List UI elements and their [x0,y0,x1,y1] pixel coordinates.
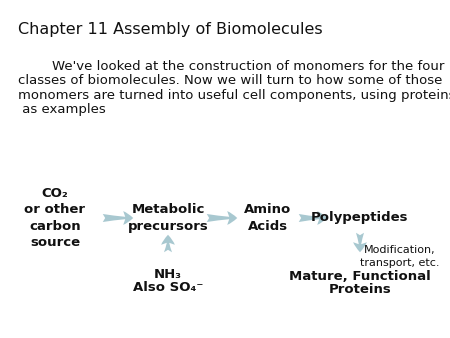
Text: Also SO₄⁻: Also SO₄⁻ [133,281,203,294]
Text: as examples: as examples [18,103,106,117]
Text: classes of biomolecules. Now we will turn to how some of those: classes of biomolecules. Now we will tur… [18,74,442,88]
Text: CO₂
or other
carbon
source: CO₂ or other carbon source [24,187,86,249]
Text: NH₃: NH₃ [154,268,182,281]
Text: monomers are turned into useful cell components, using proteins: monomers are turned into useful cell com… [18,89,450,102]
Text: Amino
Acids: Amino Acids [244,203,292,233]
Text: Mature, Functional: Mature, Functional [289,270,431,283]
Text: Proteins: Proteins [328,283,392,296]
Text: We've looked at the construction of monomers for the four: We've looked at the construction of mono… [18,60,445,73]
Text: transport, etc.: transport, etc. [360,258,440,268]
Text: Metabolic
precursors: Metabolic precursors [128,203,208,233]
Text: Modification,: Modification, [364,245,436,255]
Text: Polypeptides: Polypeptides [311,212,409,224]
Text: Chapter 11 Assembly of Biomolecules: Chapter 11 Assembly of Biomolecules [18,22,323,37]
